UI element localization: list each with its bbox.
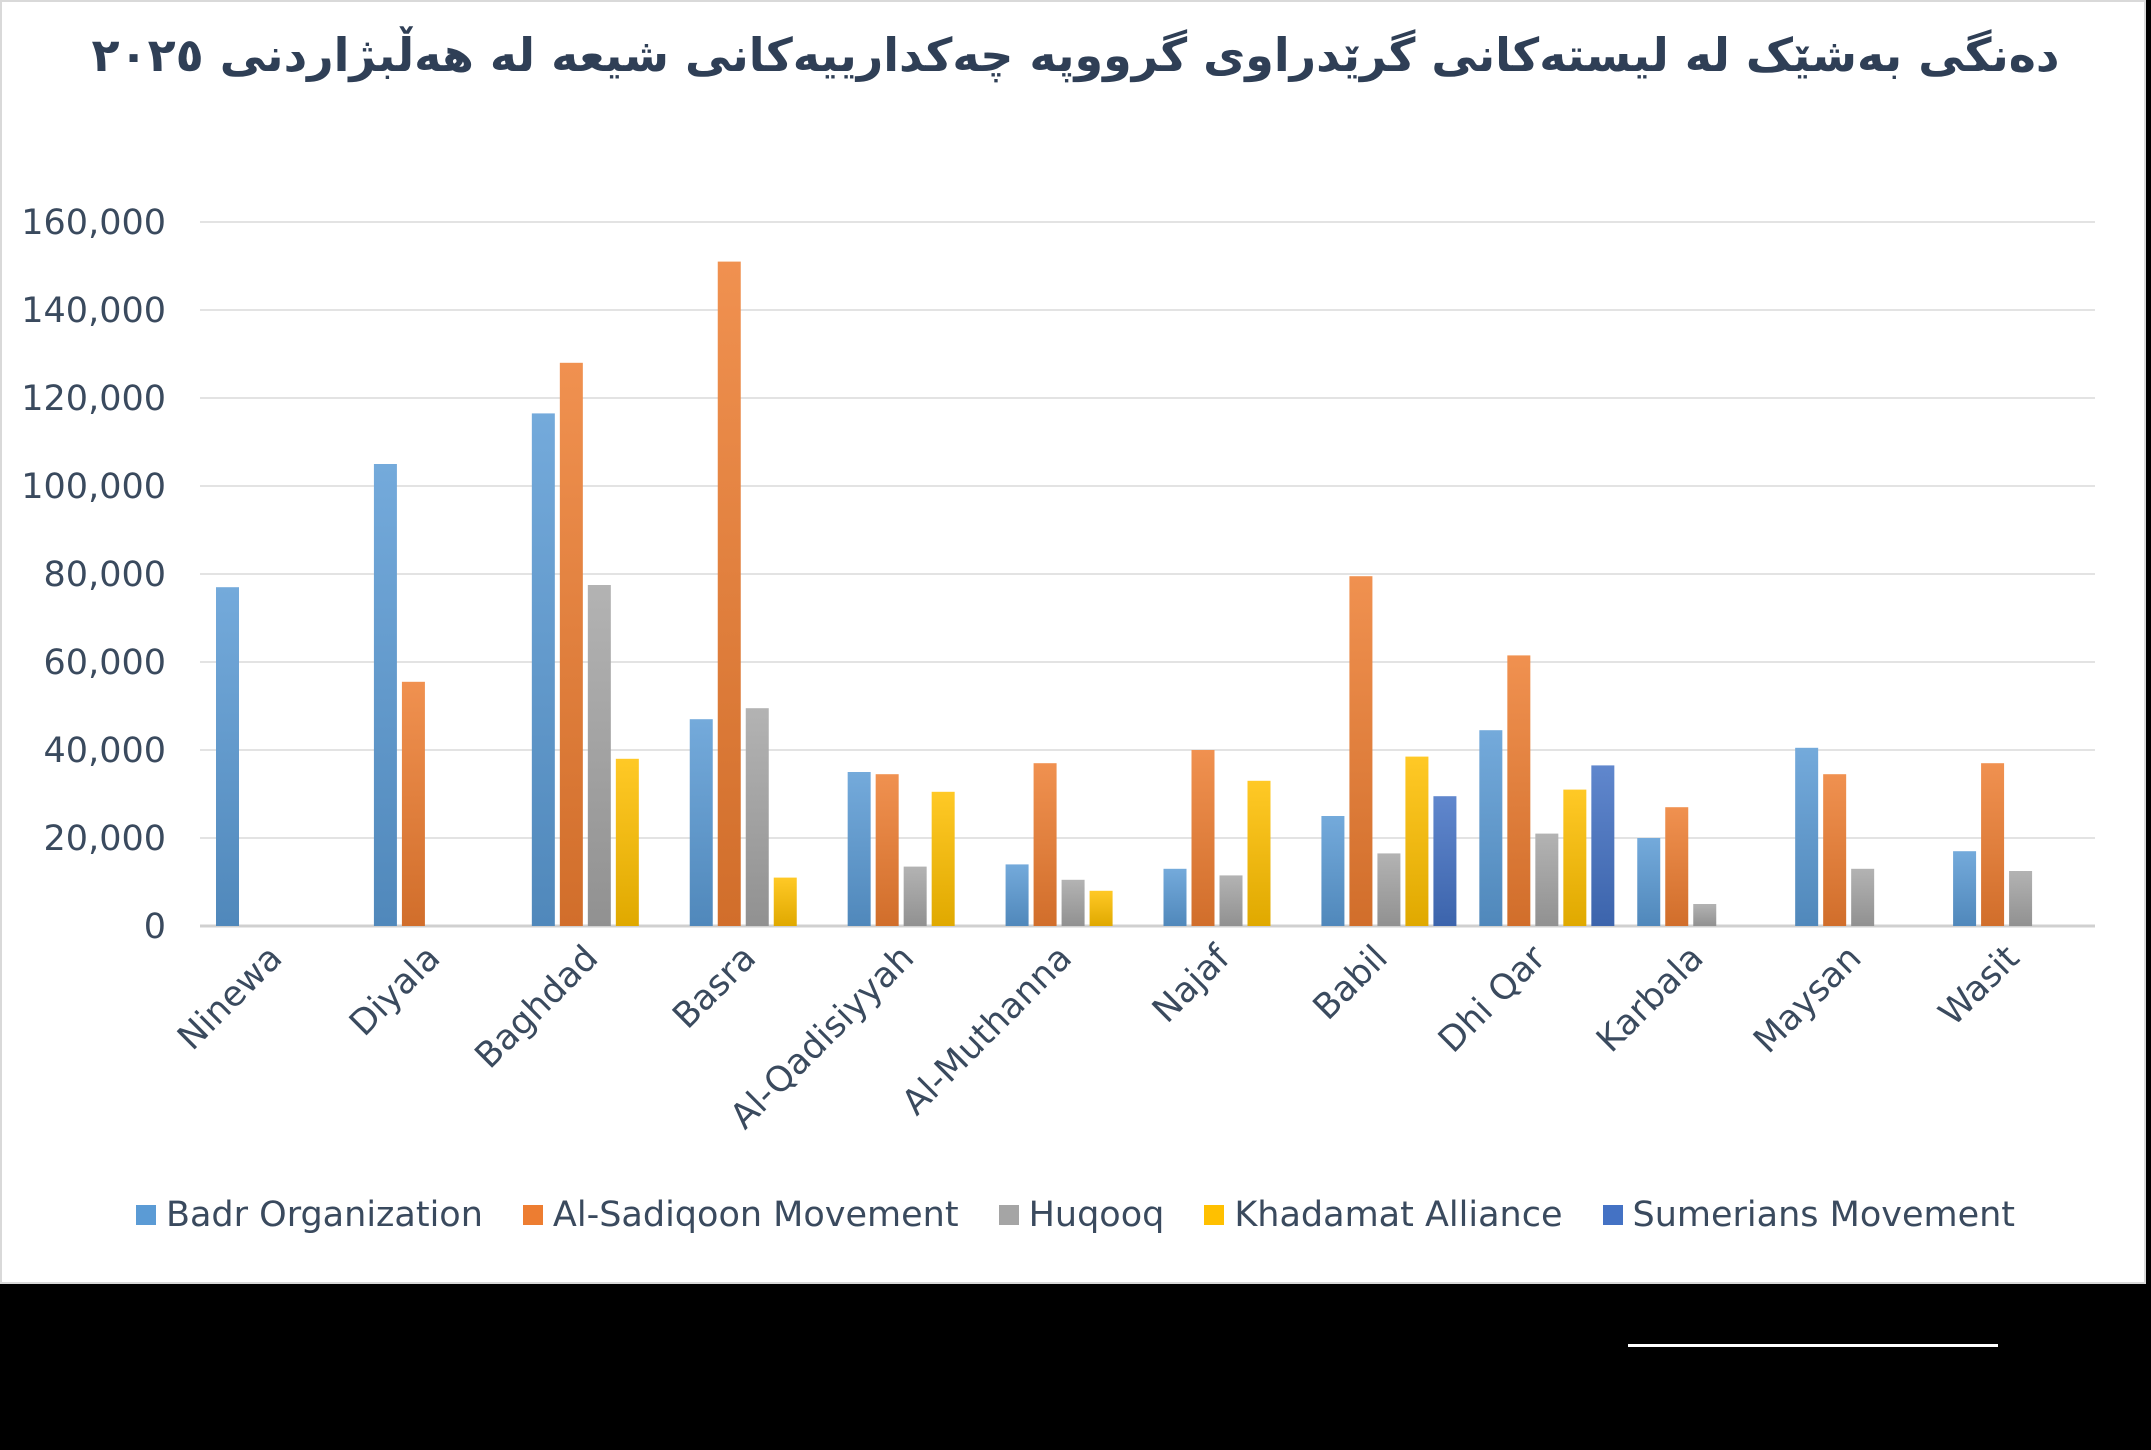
legend: Badr Organization Al-Sadiqoon Movement Huq… (0, 1195, 2151, 1235)
legend-item: Badr Organization (135, 1195, 483, 1235)
bar-dhi-qar-series-4 (1591, 765, 1615, 926)
bar-wasit-series-0 (1953, 851, 1977, 926)
bar-basra-series-1 (717, 261, 741, 927)
bar-basra-series-2 (745, 708, 769, 926)
x-category-label: Dhi Qar (1431, 938, 1554, 1061)
bar-al-muthanna-series-0 (1005, 864, 1029, 926)
legend-item: Khadamat Alliance (1204, 1195, 1563, 1235)
legend-item: Al-Sadiqoon Movement (522, 1195, 959, 1235)
x-category-label: Baghdad (468, 938, 606, 1076)
legend-label: Huqooq (1028, 1195, 1165, 1235)
legend-swatch (1204, 1205, 1225, 1225)
bar-dhi-qar-series-3 (1563, 789, 1587, 926)
bar-babil-series-3 (1405, 756, 1429, 926)
bar-ninewa-series-0 (216, 587, 239, 926)
bar-baghdad-series-0 (531, 413, 555, 926)
legend-label: Sumerians Movement (1632, 1195, 2016, 1235)
x-category-label: Karbala (1589, 938, 1711, 1060)
legend-swatch (135, 1205, 156, 1225)
x-category-label: Al-Muthanna (895, 938, 1080, 1123)
bar-baghdad-series-2 (587, 585, 611, 926)
bar-najaf-series-1 (1191, 750, 1215, 926)
x-category-label: Diyala (342, 938, 448, 1044)
bar-dhi-qar-series-2 (1535, 833, 1559, 926)
x-category-label: Babil (1306, 938, 1396, 1028)
y-tick-label: 80,000 (44, 555, 166, 595)
bar-najaf-series-0 (1163, 868, 1187, 926)
bar-al-muthanna-series-1 (1033, 763, 1057, 926)
bar-najaf-series-3 (1247, 780, 1271, 926)
legend-label: Badr Organization (165, 1195, 483, 1235)
y-tick-label: 60,000 (44, 643, 166, 683)
legend-item: Huqooq (998, 1195, 1165, 1235)
y-axis-ticks: 0 20,000 40,000 60,000 80,000 100,000 120,000 1… (21, 203, 166, 947)
y-tick-label: 140,000 (21, 291, 166, 331)
bar-baghdad-series-1 (559, 362, 583, 926)
bar-al-muthanna-series-3 (1089, 890, 1113, 926)
bars (216, 261, 2033, 927)
chart-panel (0, 0, 2146, 1284)
y-tick-label: 120,000 (21, 379, 166, 419)
bar-diyala-series-1 (401, 681, 425, 926)
y-tick-label: 100,000 (21, 467, 166, 507)
x-category-label: Basra (665, 938, 764, 1037)
legend-label: Al-Sadiqoon Movement (552, 1195, 959, 1235)
bar-al-qadisiyyah-series-3 (931, 791, 955, 926)
bar-karbala-series-0 (1637, 838, 1661, 926)
bar-baghdad-series-3 (615, 758, 639, 926)
bar-maysan-series-2 (1851, 868, 1875, 926)
x-axis-labels: Ninewa Diyala Baghdad BasraAl-QadisiyyahAl-… (170, 938, 2027, 1138)
bar-najaf-series-2 (1219, 875, 1243, 926)
y-tick-label: 20,000 (44, 819, 166, 859)
bar-basra-series-3 (773, 877, 797, 926)
bar-maysan-series-1 (1823, 774, 1847, 926)
bar-dhi-qar-series-1 (1507, 655, 1531, 926)
bar-al-qadisiyyah-series-2 (903, 866, 927, 926)
legend-item: Sumerians Movement (1602, 1195, 2016, 1235)
legend-swatch (1602, 1205, 1623, 1225)
x-category-label: Najaf (1145, 938, 1238, 1031)
bar-wasit-series-2 (2009, 871, 2033, 926)
legend-swatch (998, 1205, 1019, 1225)
bar-maysan-series-0 (1795, 747, 1819, 926)
y-tick-label: 0 (144, 907, 166, 947)
y-tick-label: 40,000 (44, 731, 166, 771)
x-category-label: Maysan (1746, 938, 1869, 1061)
bar-babil-series-1 (1349, 576, 1373, 926)
bar-diyala-series-0 (373, 464, 397, 926)
bar-wasit-series-1 (1981, 763, 2005, 926)
y-tick-label: 160,000 (21, 203, 166, 243)
bar-al-qadisiyyah-series-1 (875, 774, 899, 926)
legend-swatch (522, 1205, 543, 1225)
x-category-label: Wasit (1932, 938, 2028, 1034)
divider-line (1628, 1344, 1998, 1347)
bar-basra-series-0 (689, 719, 713, 926)
bar-babil-series-2 (1377, 853, 1401, 926)
bar-karbala-series-1 (1665, 807, 1689, 926)
bar-al-qadisiyyah-series-0 (847, 772, 871, 926)
bar-dhi-qar-series-0 (1479, 730, 1503, 926)
chart-title: دەنگی بەشێک لە لیستەکانی گرێدراوی گرووپە… (91, 28, 2060, 82)
legend-label: Khadamat Alliance (1234, 1195, 1563, 1235)
bar-babil-series-0 (1321, 816, 1345, 926)
bar-babil-series-4 (1433, 796, 1457, 926)
bar-karbala-series-2 (1693, 904, 1717, 926)
x-category-label: Ninewa (170, 938, 290, 1058)
gridlines (200, 221, 2095, 928)
bar-al-muthanna-series-2 (1061, 879, 1085, 926)
